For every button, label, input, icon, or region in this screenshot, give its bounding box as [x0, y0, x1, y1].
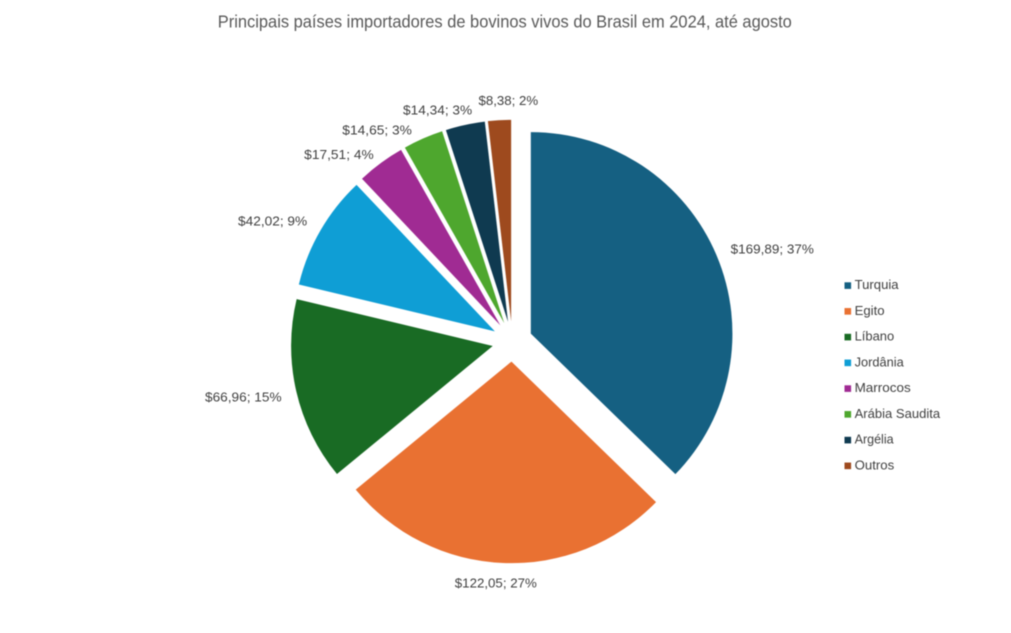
svg-text:Argélia: Argélia — [855, 432, 895, 447]
svg-text:Líbano: Líbano — [855, 329, 895, 344]
svg-text:$17,51; 4%: $17,51; 4% — [304, 147, 374, 162]
svg-text:Arábia Saudita: Arábia Saudita — [855, 406, 941, 421]
svg-text:$14,65; 3%: $14,65; 3% — [342, 123, 412, 138]
svg-text:$8,38; 2%: $8,38; 2% — [479, 93, 539, 108]
svg-text:$14,34; 3%: $14,34; 3% — [403, 103, 473, 118]
svg-text:$42,02; 9%: $42,02; 9% — [238, 214, 308, 229]
svg-text:Egito: Egito — [855, 303, 885, 318]
svg-text:$169,89; 37%: $169,89; 37% — [731, 241, 815, 256]
svg-text:$122,05; 27%: $122,05; 27% — [455, 576, 537, 591]
svg-text:$66,96; 15%: $66,96; 15% — [205, 390, 282, 405]
svg-text:Turquia: Turquia — [855, 277, 900, 292]
svg-text:Outros: Outros — [855, 457, 895, 472]
svg-text:Jordânia: Jordânia — [855, 354, 905, 369]
svg-text:Marrocos: Marrocos — [855, 380, 911, 395]
svg-text:Principais países importadores: Principais países importadores de bovino… — [218, 11, 792, 31]
